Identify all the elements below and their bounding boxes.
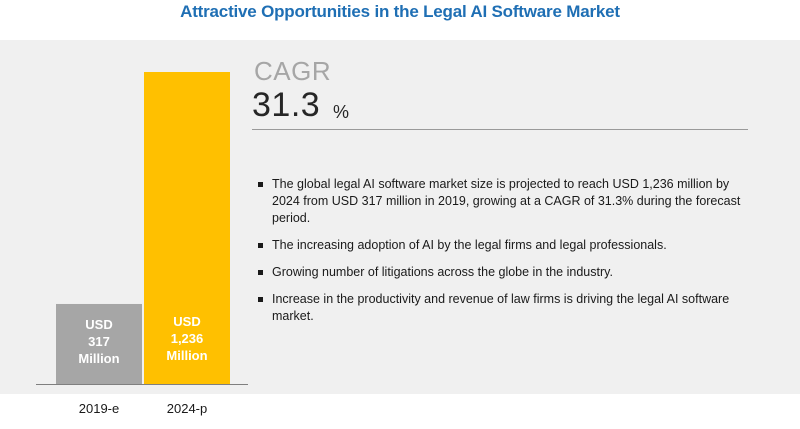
bar-data-label: USD <box>85 317 112 332</box>
x-tick-label: 2019-e <box>79 401 119 416</box>
key-point: The increasing adoption of AI by the leg… <box>258 237 748 254</box>
bullet-icon <box>258 297 263 302</box>
key-point: Increase in the productivity and revenue… <box>258 291 748 325</box>
bullet-icon <box>258 270 263 275</box>
key-points-list: The global legal AI software market size… <box>258 176 748 335</box>
bar-data-label: Million <box>166 348 207 363</box>
bar-data-label: Million <box>78 351 119 366</box>
key-point: Growing number of litigations across the… <box>258 264 748 281</box>
key-point-text: Increase in the productivity and revenue… <box>272 292 730 323</box>
key-point-text: The increasing adoption of AI by the leg… <box>272 238 667 252</box>
cagr-label: CAGR <box>254 56 332 86</box>
chart-title: Attractive Opportunities in the Legal AI… <box>180 2 620 21</box>
key-point: The global legal AI software market size… <box>258 176 748 227</box>
bar-2019-e <box>56 303 142 384</box>
bar-data-label: 1,236 <box>171 331 204 346</box>
bullet-icon <box>258 243 263 248</box>
bar-data-label: 317 <box>88 334 110 349</box>
cagr-value: 31.3 <box>252 86 321 124</box>
x-tick-label: 2024-p <box>167 401 207 416</box>
bar-data-label: USD <box>173 314 200 329</box>
bar-2024-p <box>144 72 230 384</box>
cagr-unit: % <box>333 102 350 122</box>
cagr-divider <box>252 129 748 130</box>
key-point-text: Growing number of litigations across the… <box>272 265 613 279</box>
key-point-text: The global legal AI software market size… <box>272 177 741 225</box>
bullet-icon <box>258 182 263 187</box>
